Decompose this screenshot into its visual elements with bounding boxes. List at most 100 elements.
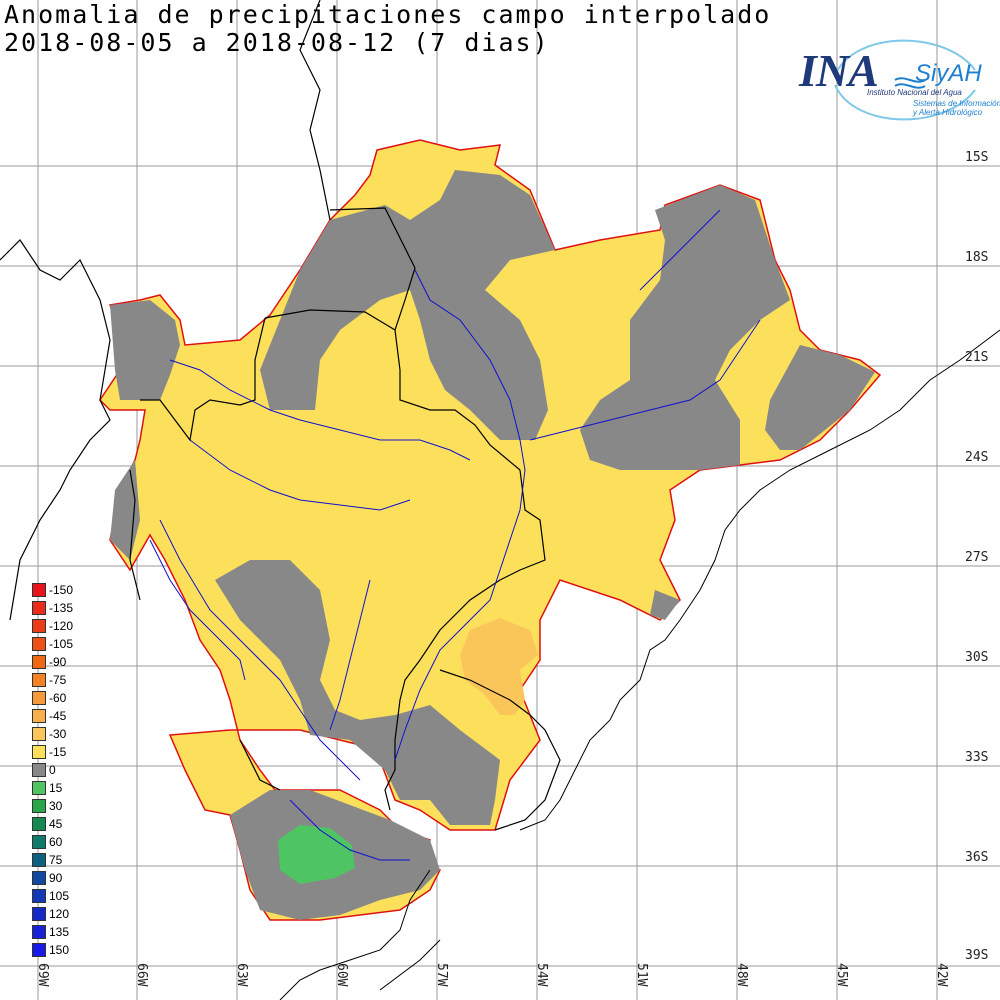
- lon-label: 45W: [834, 963, 849, 987]
- legend-swatch: [32, 817, 46, 831]
- neutral-region-west: [110, 300, 180, 400]
- neutral-region-small: [650, 590, 680, 620]
- legend-item: 135: [32, 923, 73, 941]
- legend-label: 135: [49, 925, 70, 939]
- legend-label: 30: [49, 799, 63, 813]
- legend-item: -30: [32, 725, 73, 743]
- lat-label: 21S: [965, 350, 989, 365]
- legend-item: -105: [32, 635, 73, 653]
- moderate-negative-region: [460, 618, 538, 715]
- logo-system-text-2: y Alerta Hidrológico: [913, 108, 983, 117]
- neutral-region-coast: [765, 345, 875, 450]
- legend-swatch: [32, 745, 46, 759]
- lon-label: 51W: [634, 963, 649, 987]
- logo-system-text-1: Sistemas de Información: [913, 99, 1000, 108]
- legend-swatch: [32, 763, 46, 777]
- legend-label: 45: [49, 817, 63, 831]
- legend-swatch: [32, 655, 46, 669]
- lon-label: 63W: [234, 963, 249, 987]
- legend-label: -75: [49, 673, 67, 687]
- legend-item: 75: [32, 851, 73, 869]
- logo-institute-text: Instituto Nacional del Agua: [867, 88, 962, 97]
- legend-item: 120: [32, 905, 73, 923]
- logo-siyah-text: SiyAH: [915, 60, 982, 87]
- legend-label: 0: [49, 763, 56, 777]
- legend-swatch: [32, 583, 46, 597]
- legend-swatch: [32, 727, 46, 741]
- lat-label: 15S: [965, 150, 989, 165]
- neutral-region-center: [215, 560, 500, 825]
- legend-item: 90: [32, 869, 73, 887]
- lon-label: 60W: [334, 963, 349, 987]
- logo-swoosh-icon: [834, 39, 976, 121]
- legend-swatch: [32, 799, 46, 813]
- legend-label: -30: [49, 727, 67, 741]
- legend-item: 60: [32, 833, 73, 851]
- legend-label: 150: [49, 943, 70, 957]
- rivers: [149, 209, 761, 861]
- legend-swatch: [32, 709, 46, 723]
- color-legend: -150 -135 -120 -105 -90 -75 -60 -45 -30 -15 0 15 30 4…: [32, 581, 73, 959]
- legend-item: 30: [32, 797, 73, 815]
- legend-swatch: [32, 619, 46, 633]
- legend-swatch: [32, 673, 46, 687]
- legend-swatch: [32, 871, 46, 885]
- legend-label: -45: [49, 709, 67, 723]
- legend-swatch: [32, 853, 46, 867]
- lat-label: 36S: [965, 850, 989, 865]
- map-date-range: 2018-08-05 a 2018-08-12 (7 dias): [4, 28, 550, 57]
- legend-item: 15: [32, 779, 73, 797]
- map-title: Anomalia de precipitaciones campo interp…: [4, 0, 772, 29]
- neutral-region-east: [580, 185, 790, 470]
- lat-label: 33S: [965, 750, 989, 765]
- legend-label: -150: [49, 583, 74, 597]
- legend-item: 0: [32, 761, 73, 779]
- legend-label: 75: [49, 853, 63, 867]
- neutral-region-north: [260, 170, 555, 440]
- lon-label: 54W: [534, 963, 549, 987]
- lat-label: 30S: [965, 650, 989, 665]
- legend-item: -120: [32, 617, 73, 635]
- country-borders: [0, 0, 561, 831]
- legend-label: -135: [49, 601, 74, 615]
- legend-label: 120: [49, 907, 70, 921]
- legend-label: -60: [49, 691, 67, 705]
- legend-swatch: [32, 691, 46, 705]
- legend-item: -75: [32, 671, 73, 689]
- lon-label: 69W: [35, 963, 50, 987]
- lon-label: 42W: [934, 963, 949, 987]
- legend-item: -90: [32, 653, 73, 671]
- legend-item: -150: [32, 581, 73, 599]
- lon-label: 57W: [434, 963, 449, 987]
- legend-swatch: [32, 907, 46, 921]
- lat-label: 18S: [965, 250, 989, 265]
- legend-label: 60: [49, 835, 63, 849]
- coastline: [279, 329, 1000, 1000]
- legend-item: 150: [32, 941, 73, 959]
- logo-ina-text: INA: [799, 45, 879, 96]
- positive-anomaly-region: [278, 825, 355, 884]
- legend-item: 45: [32, 815, 73, 833]
- legend-item: -45: [32, 707, 73, 725]
- legend-label: 15: [49, 781, 63, 795]
- legend-swatch: [32, 835, 46, 849]
- legend-item: -15: [32, 743, 73, 761]
- legend-label: -120: [49, 619, 74, 633]
- legend-swatch: [32, 637, 46, 651]
- legend-item: -135: [32, 599, 73, 617]
- legend-item: 105: [32, 887, 73, 905]
- lat-label: 27S: [965, 550, 989, 565]
- lon-label: 48W: [734, 963, 749, 987]
- legend-swatch: [32, 889, 46, 903]
- legend-swatch: [32, 925, 46, 939]
- lat-label: 39S: [965, 948, 989, 963]
- legend-label: -105: [49, 637, 74, 651]
- legend-label: -15: [49, 745, 67, 759]
- legend-label: 105: [49, 889, 70, 903]
- legend-swatch: [32, 943, 46, 957]
- legend-swatch: [32, 601, 46, 615]
- legend-swatch: [32, 781, 46, 795]
- legend-label: 90: [49, 871, 63, 885]
- lon-label: 66W: [134, 963, 149, 987]
